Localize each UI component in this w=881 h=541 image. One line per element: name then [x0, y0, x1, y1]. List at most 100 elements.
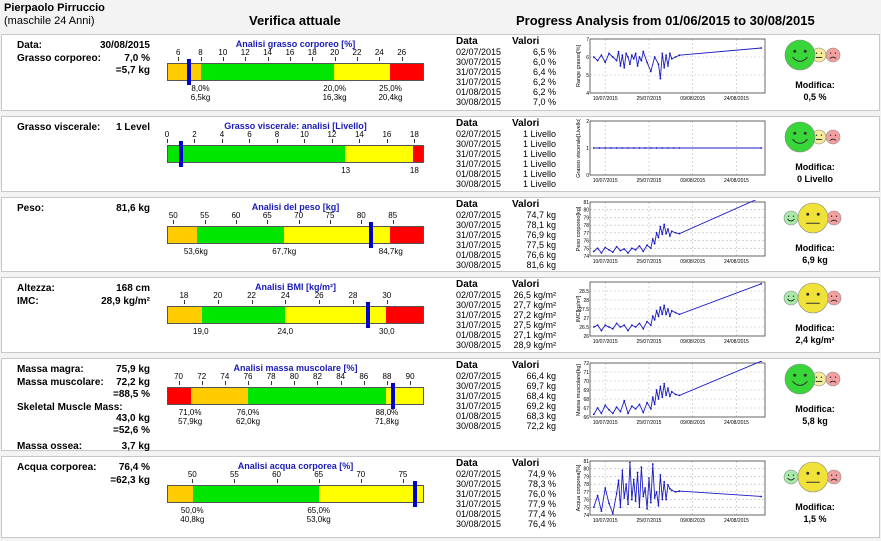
history-date: 01/08/2015 [456, 250, 502, 260]
history-row: 31/07/2015 77,5 kg [456, 240, 556, 250]
y-tick-label: 4 [586, 91, 589, 97]
data-point [642, 495, 645, 498]
data-point [646, 244, 648, 247]
data-point [674, 490, 677, 493]
history-table: 02/07/2015 74,9 % 30/07/2015 78,3 % 31/07/20… [456, 469, 556, 529]
history-date: 31/07/2015 [456, 320, 502, 330]
sad-face-icon-mouth [829, 138, 837, 141]
sad-face-icon-eye [835, 295, 838, 297]
change-summary: Modifica: 6,9 kg [780, 242, 850, 266]
scale-tick-label: 16 [285, 48, 295, 57]
range-segment-orange [168, 227, 197, 243]
data-point [667, 147, 669, 149]
history-date: 30/08/2015 [456, 97, 502, 107]
y-tick-label: 78 [583, 223, 589, 229]
range-bar [167, 485, 424, 503]
happy-face-icon-mouth [792, 380, 808, 386]
data-point [600, 510, 603, 513]
history-date: 01/08/2015 [456, 330, 502, 340]
sad-face-icon-eye [829, 376, 832, 378]
data-point [648, 477, 650, 479]
trend-line [593, 47, 762, 79]
metric-value: 30/08/2015 [99, 40, 150, 51]
data-point [642, 50, 645, 53]
trend-chart: Acqua corporea[%] 81 80 79 78 77 76 75 74 10/07/2… [576, 459, 768, 525]
scale-tick-label: 30 [382, 291, 392, 300]
data-point [668, 315, 671, 318]
history-value: 81,6 kg [526, 260, 556, 270]
scale-tick [359, 139, 361, 143]
data-point [642, 411, 645, 414]
scale-tick-label: 24 [280, 291, 290, 300]
bar-scale: 0 2 4 6 8 10 12 14 16 18 [164, 130, 424, 143]
threshold-value: 19,0 [193, 327, 209, 336]
x-tick-label: 10/07/2015 [593, 259, 618, 265]
neutral-face-icon [797, 461, 829, 493]
metric-label: Skeletal Muscle Mass: [17, 402, 123, 413]
bar-scale: 50 55 60 65 70 75 [167, 470, 424, 483]
range-segment-red [168, 388, 191, 404]
range-segment-yellow [345, 146, 414, 162]
scale-tick [289, 57, 291, 61]
scale-tick-label: 26 [397, 48, 407, 57]
y-tick-label: 66 [583, 415, 589, 421]
data-point [649, 247, 652, 250]
scale-tick-label: 85 [388, 211, 398, 220]
data-point [655, 147, 658, 149]
happy-face-icon-eye [792, 215, 795, 217]
data-point [592, 56, 595, 58]
scale-tick-label: 0 [164, 130, 170, 139]
history-date: 31/07/2015 [456, 489, 502, 499]
scale-tick-label: 6 [247, 130, 252, 139]
current-value-marker [412, 481, 417, 507]
scale-tick-label: 72 [197, 372, 207, 381]
data-point [592, 413, 595, 416]
threshold-label: 88,0% 71,8kg [375, 408, 399, 426]
metric-value: 3,7 kg [121, 441, 150, 452]
history-row: 01/08/2015 68,3 kg [456, 411, 556, 421]
y-tick-label: 80 [583, 208, 589, 214]
data-point [644, 487, 647, 489]
scale-tick [331, 139, 333, 143]
threshold-label: 8,0% 6,5kg [191, 84, 211, 102]
data-point [678, 54, 681, 57]
history-value: 6,2 % [532, 87, 556, 97]
scale-tick-label: 65 [262, 211, 272, 220]
data-point [627, 329, 629, 332]
happy-face-icon-eye [787, 295, 790, 297]
scale-tick-label: 86 [359, 372, 369, 381]
scale-tick [192, 479, 194, 483]
y-tick-label: 2 [586, 119, 589, 125]
history-row: 02/07/2015 74,9 % [456, 469, 556, 479]
plot-frame [589, 362, 766, 418]
scale-tick-label: 60 [272, 470, 281, 479]
data-point [632, 147, 635, 149]
neutral-face-icon [797, 202, 829, 234]
data-point [670, 57, 673, 60]
data-point [627, 147, 629, 149]
threshold-label: 50,0% 40,8kg [180, 506, 204, 524]
metric-value: 28,9 kg/m² [101, 296, 150, 307]
values-header: Valori [512, 199, 540, 210]
data-point [617, 479, 620, 482]
data-point [604, 487, 607, 489]
range-bar [167, 145, 424, 163]
change-value: 0,5 % [803, 92, 827, 102]
threshold-weight: 6,5kg [190, 93, 211, 102]
range-bar [167, 226, 424, 244]
data-point [596, 494, 599, 497]
change-value: 1,5 % [803, 514, 827, 524]
metric-value: =62,3 kg [110, 475, 150, 486]
bar-title: Analisi BMI [kg/m²] [254, 282, 337, 292]
bar-scale: 6 8 10 12 14 16 18 20 22 24 26 [167, 48, 424, 61]
trend-line [593, 360, 762, 415]
scale-tick [392, 220, 394, 224]
history-row: 31/07/2015 1 Livello [456, 149, 556, 159]
data-point [619, 506, 622, 509]
happy-face-icon-eye [803, 131, 807, 135]
happy-face-icon [783, 469, 799, 485]
data-point [663, 480, 666, 483]
data-point [659, 385, 662, 388]
history-value: 1 Livello [522, 169, 556, 179]
data-point [630, 498, 633, 501]
